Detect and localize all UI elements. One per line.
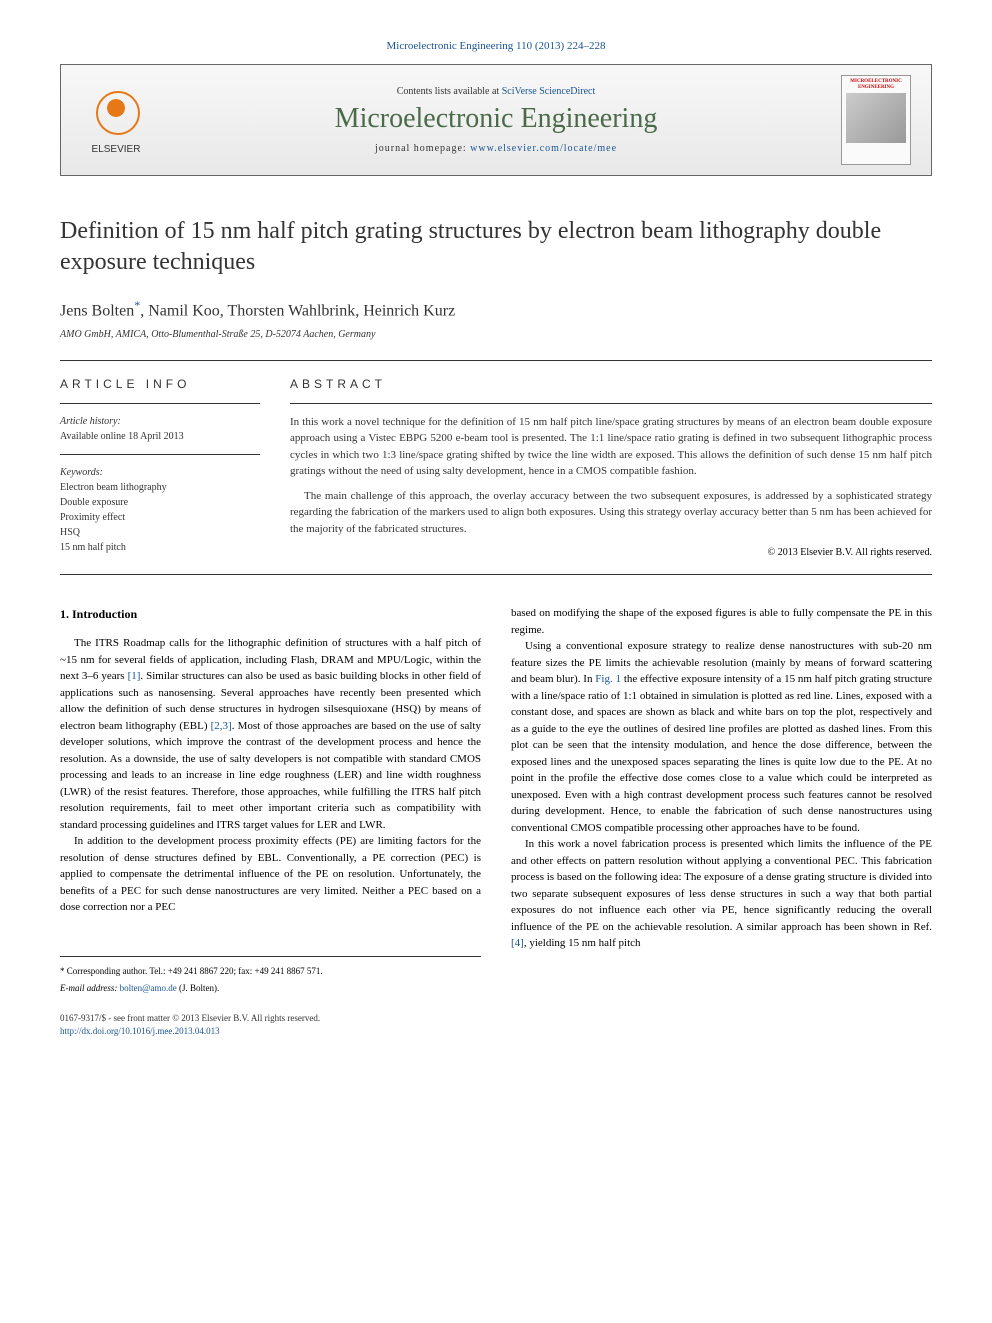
keyword-item: 15 nm half pitch [60, 540, 260, 555]
abstract-divider [290, 403, 932, 404]
keyword-item: Double exposure [60, 495, 260, 510]
keyword-item: Electron beam lithography [60, 480, 260, 495]
journal-banner: ELSEVIER Contents lists available at Sci… [60, 64, 932, 176]
issn-text: 0167-9317/$ - see front matter © 2013 El… [60, 1012, 481, 1026]
info-divider [60, 403, 260, 404]
homepage-link[interactable]: www.elsevier.com/locate/mee [470, 143, 617, 154]
abstract-panel: ABSTRACT In this work a novel technique … [290, 377, 932, 559]
abstract-copyright: © 2013 Elsevier B.V. All rights reserved… [290, 547, 932, 558]
email-line: E-mail address: bolten@amo.de (J. Bolten… [60, 982, 481, 996]
intro-p4: Using a conventional exposure strategy t… [511, 638, 932, 836]
keywords-label: Keywords: [60, 465, 260, 480]
keyword-item: HSQ [60, 525, 260, 540]
email-link[interactable]: bolten@amo.de [120, 983, 177, 993]
info-divider [60, 454, 260, 455]
ref-link[interactable]: [2,3] [211, 720, 232, 732]
authors-list: Jens Bolten*, Namil Koo, Thorsten Wahlbr… [60, 298, 932, 320]
affiliation: AMO GmbH, AMICA, Otto-Blumenthal-Straße … [60, 329, 932, 340]
intro-p5: In this work a novel fabrication process… [511, 836, 932, 952]
keywords-block: Keywords: Electron beam lithography Doub… [60, 465, 260, 555]
ref-link[interactable]: [4] [511, 937, 524, 949]
homepage-prefix: journal homepage: [375, 143, 470, 154]
article-info-header: ARTICLE INFO [60, 377, 260, 391]
sciverse-link[interactable]: SciVerse ScienceDirect [502, 86, 596, 97]
author-primary: Jens Bolten [60, 303, 134, 320]
keyword-item: Proximity effect [60, 510, 260, 525]
intro-heading: 1. Introduction [60, 605, 481, 623]
corr-asterisk: * [60, 966, 67, 976]
banner-center: Contents lists available at SciVerse Sci… [151, 86, 841, 154]
abstract-p2: The main challenge of this approach, the… [290, 488, 932, 538]
cover-title: MICROELECTRONIC ENGINEERING [845, 79, 907, 90]
journal-cover-thumbnail: MICROELECTRONIC ENGINEERING [841, 75, 911, 165]
doi-link[interactable]: http://dx.doi.org/10.1016/j.mee.2013.04.… [60, 1026, 220, 1036]
corr-text: Corresponding author. Tel.: +49 241 8867… [67, 966, 323, 976]
ref-link[interactable]: [1] [128, 670, 141, 682]
publisher-logo: ELSEVIER [81, 80, 151, 160]
history-label: Article history: [60, 414, 260, 429]
abstract-p1: In this work a novel technique for the d… [290, 414, 932, 480]
fig-link[interactable]: Fig. 1 [595, 673, 621, 685]
publisher-name: ELSEVIER [92, 144, 141, 155]
abstract-text: In this work a novel technique for the d… [290, 414, 932, 538]
abstract-header: ABSTRACT [290, 377, 932, 391]
citation-link[interactable]: Microelectronic Engineering 110 (2013) 2… [387, 40, 606, 52]
email-suffix: (J. Bolten). [177, 983, 220, 993]
cover-image [846, 93, 906, 143]
article-info-panel: ARTICLE INFO Article history: Available … [60, 377, 260, 559]
contents-list-label: Contents lists available at SciVerse Sci… [151, 86, 841, 97]
history-value: Available online 18 April 2013 [60, 429, 260, 444]
footer-meta: 0167-9317/$ - see front matter © 2013 El… [60, 1012, 481, 1039]
authors-rest: , Namil Koo, Thorsten Wahlbrink, Heinric… [140, 303, 455, 320]
intro-p3: based on modifying the shape of the expo… [511, 605, 932, 638]
journal-homepage: journal homepage: www.elsevier.com/locat… [151, 143, 841, 154]
column-left: 1. Introduction The ITRS Roadmap calls f… [60, 605, 481, 1039]
intro-p2: In addition to the development process p… [60, 833, 481, 916]
corresponding-note: * Corresponding author. Tel.: +49 241 88… [60, 965, 481, 979]
footer-section: * Corresponding author. Tel.: +49 241 88… [60, 956, 481, 1039]
journal-name: Microelectronic Engineering [151, 103, 841, 135]
column-right: based on modifying the shape of the expo… [511, 605, 932, 1039]
article-meta-section: ARTICLE INFO Article history: Available … [60, 360, 932, 576]
email-label: E-mail address: [60, 983, 120, 993]
contents-prefix: Contents lists available at [397, 86, 502, 97]
article-history: Article history: Available online 18 Apr… [60, 414, 260, 444]
elsevier-tree-icon [86, 86, 146, 141]
main-content: 1. Introduction The ITRS Roadmap calls f… [60, 605, 932, 1039]
article-title: Definition of 15 nm half pitch grating s… [60, 216, 932, 278]
citation-header: Microelectronic Engineering 110 (2013) 2… [60, 40, 932, 52]
intro-p1: The ITRS Roadmap calls for the lithograp… [60, 635, 481, 833]
